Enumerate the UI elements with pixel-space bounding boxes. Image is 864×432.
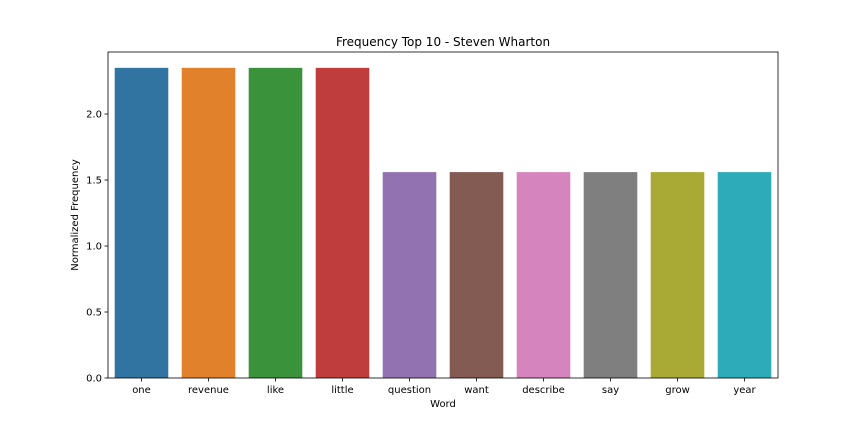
x-tick-label: say <box>602 385 619 396</box>
x-tick-label: grow <box>665 385 690 396</box>
x-tick-label: question <box>388 385 431 396</box>
bar-one <box>114 67 169 378</box>
bar-revenue <box>181 67 236 378</box>
bar-grow <box>650 172 705 378</box>
x-tick-label: little <box>331 385 353 396</box>
bar-question <box>382 172 437 378</box>
bars-group <box>114 67 772 378</box>
x-tick-label: want <box>464 385 489 396</box>
y-tick-label: 1.5 <box>86 176 102 187</box>
y-axis-label: Normalized Frequency <box>70 159 81 271</box>
x-tick-label: like <box>267 385 284 396</box>
x-tick-label: describe <box>522 385 565 396</box>
bar-describe <box>516 172 571 378</box>
chart-title: Frequency Top 10 - Steven Wharton <box>336 35 550 49</box>
y-tick-label: 2.0 <box>86 110 102 121</box>
x-axis: one revenue like little question want describe… <box>132 378 757 396</box>
bar-little <box>315 67 370 378</box>
bar-say <box>583 172 638 378</box>
y-tick-label: 0.5 <box>86 308 102 319</box>
bar-like <box>248 67 303 378</box>
bar-year <box>717 172 772 378</box>
y-axis: 0.0 0.5 1.0 1.5 2.0 <box>86 110 108 385</box>
bar-want <box>449 172 504 378</box>
x-tick-label: year <box>733 385 756 396</box>
x-tick-label: one <box>132 385 151 396</box>
y-tick-label: 0.0 <box>86 374 102 385</box>
y-tick-label: 1.0 <box>86 242 102 253</box>
x-axis-label: Word <box>430 399 456 410</box>
x-tick-label: revenue <box>188 385 229 396</box>
plot-area-frame <box>107 51 779 379</box>
